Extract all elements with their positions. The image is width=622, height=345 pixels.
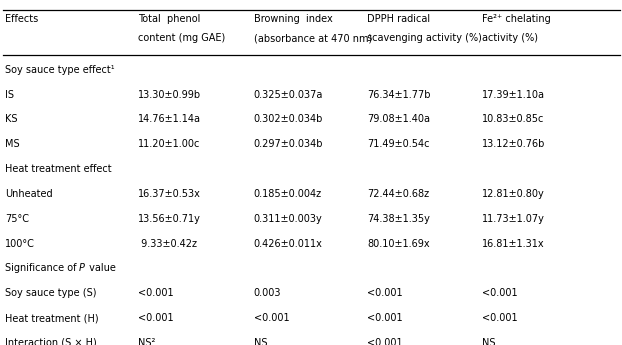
Text: 13.30±0.99b: 13.30±0.99b [138, 90, 201, 99]
Text: 76.34±1.77b: 76.34±1.77b [367, 90, 430, 99]
Text: <0.001: <0.001 [482, 288, 518, 298]
Text: Total  phenol: Total phenol [138, 14, 200, 24]
Text: MS: MS [5, 139, 20, 149]
Text: <0.001: <0.001 [138, 288, 174, 298]
Text: 14.76±1.14a: 14.76±1.14a [138, 115, 201, 124]
Text: 16.37±0.53x: 16.37±0.53x [138, 189, 201, 199]
Text: 11.20±1.00c: 11.20±1.00c [138, 139, 200, 149]
Text: 9.33±0.42z: 9.33±0.42z [138, 239, 197, 248]
Text: 11.73±1.07y: 11.73±1.07y [482, 214, 545, 224]
Text: <0.001: <0.001 [367, 288, 402, 298]
Text: IS: IS [5, 90, 14, 99]
Text: 10.83±0.85c: 10.83±0.85c [482, 115, 544, 124]
Text: DPPH radical: DPPH radical [367, 14, 430, 24]
Text: NS²: NS² [138, 338, 156, 345]
Text: 0.185±0.004z: 0.185±0.004z [254, 189, 322, 199]
Text: Fe²⁺ chelating: Fe²⁺ chelating [482, 14, 551, 24]
Text: 75°C: 75°C [5, 214, 29, 224]
Text: 0.003: 0.003 [254, 288, 281, 298]
Text: 79.08±1.40a: 79.08±1.40a [367, 115, 430, 124]
Text: Browning  index: Browning index [254, 14, 333, 24]
Text: Soy sauce type effect¹: Soy sauce type effect¹ [5, 65, 114, 75]
Text: Heat treatment effect: Heat treatment effect [5, 164, 111, 174]
Text: 0.297±0.034b: 0.297±0.034b [254, 139, 323, 149]
Text: <0.001: <0.001 [367, 313, 402, 323]
Text: Soy sauce type (S): Soy sauce type (S) [5, 288, 96, 298]
Text: activity (%): activity (%) [482, 33, 538, 43]
Text: 12.81±0.80y: 12.81±0.80y [482, 189, 545, 199]
Text: 16.81±1.31x: 16.81±1.31x [482, 239, 545, 248]
Text: <0.001: <0.001 [367, 338, 402, 345]
Text: value: value [86, 264, 116, 273]
Text: Effects: Effects [5, 14, 38, 24]
Text: 0.325±0.037a: 0.325±0.037a [254, 90, 323, 99]
Text: 74.38±1.35y: 74.38±1.35y [367, 214, 430, 224]
Text: 13.12±0.76b: 13.12±0.76b [482, 139, 545, 149]
Text: NS: NS [254, 338, 267, 345]
Text: 80.10±1.69x: 80.10±1.69x [367, 239, 430, 248]
Text: Unheated: Unheated [5, 189, 53, 199]
Text: 17.39±1.10a: 17.39±1.10a [482, 90, 545, 99]
Text: 71.49±0.54c: 71.49±0.54c [367, 139, 429, 149]
Text: <0.001: <0.001 [254, 313, 289, 323]
Text: P: P [78, 264, 84, 273]
Text: 0.302±0.034b: 0.302±0.034b [254, 115, 323, 124]
Text: KS: KS [5, 115, 17, 124]
Text: <0.001: <0.001 [138, 313, 174, 323]
Text: Interaction (S × H): Interaction (S × H) [5, 338, 97, 345]
Text: 0.426±0.011x: 0.426±0.011x [254, 239, 323, 248]
Text: content (mg GAE): content (mg GAE) [138, 33, 225, 43]
Text: 72.44±0.68z: 72.44±0.68z [367, 189, 429, 199]
Text: NS: NS [482, 338, 496, 345]
Text: scavenging activity (%): scavenging activity (%) [367, 33, 482, 43]
Text: 0.311±0.003y: 0.311±0.003y [254, 214, 323, 224]
Text: Heat treatment (H): Heat treatment (H) [5, 313, 99, 323]
Text: (absorbance at 470 nm): (absorbance at 470 nm) [254, 33, 372, 43]
Text: 100°C: 100°C [5, 239, 35, 248]
Text: Significance of: Significance of [5, 264, 80, 273]
Text: 13.56±0.71y: 13.56±0.71y [138, 214, 201, 224]
Text: <0.001: <0.001 [482, 313, 518, 323]
